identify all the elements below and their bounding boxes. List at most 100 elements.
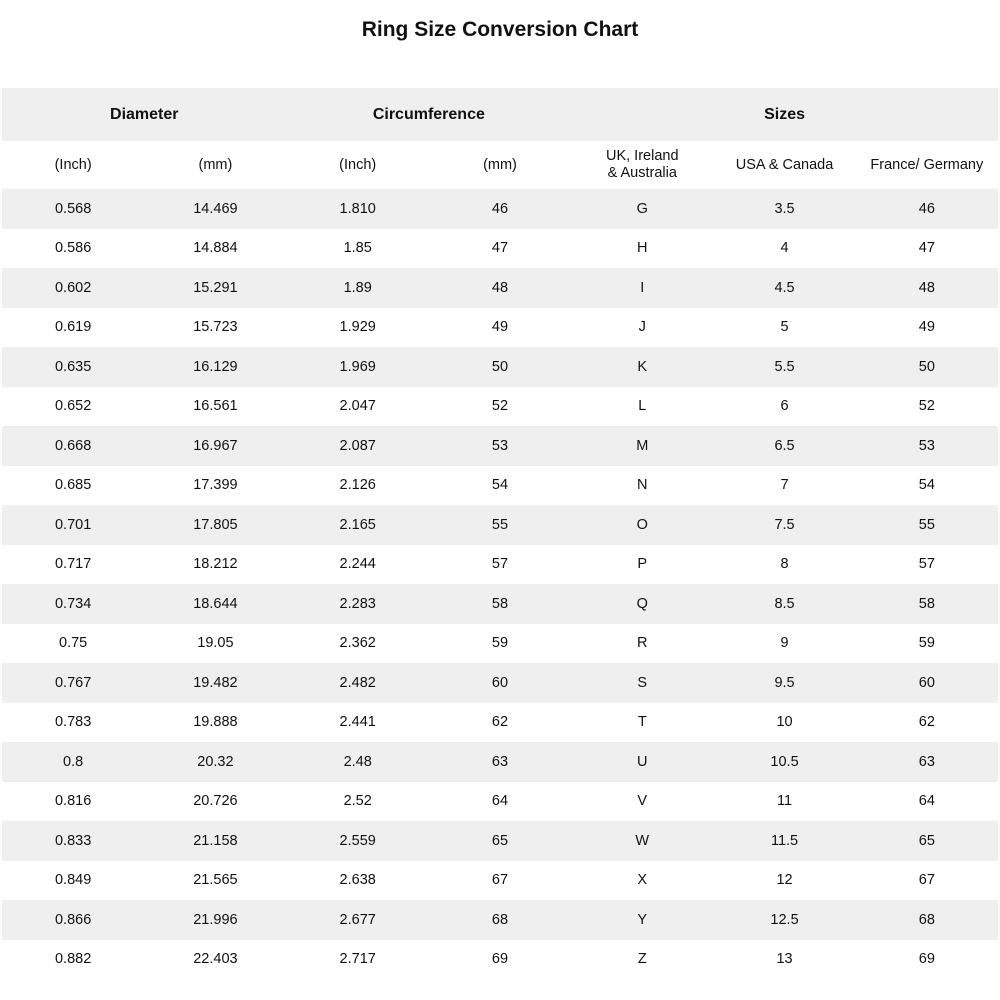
table-cell: 52: [918, 398, 935, 415]
table-cell: 19.05: [197, 635, 234, 652]
table-cell: 22.403: [193, 951, 238, 968]
table-cell: 2.638: [339, 872, 376, 889]
table-cell: 0.586: [54, 240, 92, 257]
table-cell: 1.929: [339, 319, 376, 336]
table-cell: 47: [918, 240, 935, 257]
table-cell: 48: [491, 279, 509, 296]
table-cell: 0.816: [54, 793, 92, 810]
table-cell: 2.087: [339, 437, 376, 454]
table-cell: 53: [491, 437, 509, 454]
table-cell: Z: [637, 951, 647, 968]
table-row: 0.685 17.399 2.126 54 N 7 54: [2, 466, 998, 506]
table-cell: 19.888: [193, 714, 238, 731]
table-cell: O: [636, 516, 648, 533]
table-cell: 0.75: [59, 635, 88, 652]
column-header-row: (Inch) (mm) (Inch) (mm) UK, Ireland & Austra…: [2, 141, 998, 189]
table-cell: 0.619: [54, 319, 92, 336]
table-cell: S: [637, 674, 648, 691]
table-cell: 0.882: [54, 951, 92, 968]
table-cell: P: [637, 556, 648, 573]
table-cell: 0.767: [54, 674, 92, 691]
table-cell: 0.783: [54, 714, 92, 731]
table-cell: 2.482: [339, 674, 376, 691]
table-cell: 15.291: [193, 279, 238, 296]
table-cell: 18.212: [193, 556, 238, 573]
table-cell: 0.668: [54, 437, 92, 454]
table-cell: 14.884: [193, 240, 238, 257]
column-header: France/ Germany: [870, 156, 984, 173]
table-cell: 65: [491, 832, 509, 849]
table-cell: 67: [491, 872, 509, 889]
column-header: UK, Ireland & Australia: [605, 148, 679, 181]
table-row: 0.849 21.565 2.638 67 X 12 67: [2, 861, 998, 901]
table-cell: 17.399: [193, 477, 238, 494]
table-cell: 15.723: [193, 319, 238, 336]
table-cell: T: [637, 714, 647, 731]
table-cell: 3.5: [774, 200, 795, 217]
table-cell: W: [635, 832, 650, 849]
table-cell: 2.48: [343, 753, 372, 770]
table-row: 0.734 18.644 2.283 58 Q 8.5 58: [2, 584, 998, 624]
table-cell: 20.726: [193, 793, 238, 810]
page-title: Ring Size Conversion Chart: [361, 18, 639, 41]
table-cell: 0.652: [54, 398, 92, 415]
table-cell: 9.5: [774, 674, 795, 691]
table-cell: 0.8: [63, 753, 84, 770]
table-cell: 58: [918, 595, 935, 612]
table-cell: 1.89: [343, 279, 372, 296]
table-cell: 1.810: [339, 200, 376, 217]
table-cell: 2.717: [339, 951, 376, 968]
table-row: 0.668 16.967 2.087 53 M 6.5 53: [2, 426, 998, 466]
table-row: 0.75 19.05 2.362 59 R 9 59: [2, 624, 998, 664]
table-cell: J: [638, 319, 646, 336]
table-cell: 21.996: [193, 911, 238, 928]
table-cell: 0.685: [54, 477, 92, 494]
table-row: 0.619 15.723 1.929 49 J 5 49: [2, 308, 998, 348]
group-header-sizes: Sizes: [764, 105, 806, 123]
table-cell: R: [637, 635, 648, 652]
table-cell: 0.635: [54, 358, 92, 375]
ring-size-table: Diameter Circumference Sizes (Inch) (mm)(…: [2, 88, 998, 979]
table-cell: 2.559: [339, 832, 376, 849]
table-cell: 21.158: [193, 832, 238, 849]
table-cell: 69: [918, 951, 935, 968]
table-cell: 65: [918, 832, 935, 849]
table-row: 0.833 21.158 2.559 65 W 11.5 65: [2, 821, 998, 861]
table-cell: 0.717: [54, 556, 92, 573]
table-cell: 53: [918, 437, 935, 454]
table-cell: 46: [918, 200, 935, 217]
table-cell: N: [637, 477, 648, 494]
table-row: 0.701 17.805 2.165 55 O 7.5 55: [2, 505, 998, 545]
table-cell: 2.283: [339, 595, 376, 612]
table-cell: 12: [776, 872, 793, 889]
table-cell: 58: [491, 595, 509, 612]
table-cell: 5.5: [774, 358, 795, 375]
table-cell: 9: [780, 635, 789, 652]
table-cell: 16.561: [193, 398, 238, 415]
group-header-diameter: Diameter: [110, 105, 179, 123]
table-row: 0.568 14.469 1.810 46 G 3.5 46: [2, 189, 998, 229]
table-cell: 59: [491, 635, 509, 652]
table-cell: 62: [491, 714, 509, 731]
table-cell: 6.5: [774, 437, 795, 454]
table-cell: Q: [636, 595, 648, 612]
group-header-circumference: Circumference: [372, 105, 485, 123]
table-cell: I: [640, 279, 645, 296]
table-cell: 0.568: [54, 200, 92, 217]
table-cell: 46: [491, 200, 509, 217]
table-cell: 52: [491, 398, 509, 415]
table-row: 0.816 20.726 2.52 64 V 11 64: [2, 782, 998, 822]
table-cell: 47: [491, 240, 509, 257]
table-cell: 49: [918, 319, 935, 336]
column-header: (Inch): [339, 156, 377, 173]
table-cell: 60: [491, 674, 509, 691]
table-cell: U: [637, 753, 648, 770]
table-cell: 0.734: [54, 595, 92, 612]
table-cell: 2.047: [339, 398, 376, 415]
table-cell: 11.5: [770, 832, 799, 849]
table-cell: 55: [918, 516, 935, 533]
table-cell: 21.565: [193, 872, 238, 889]
table-row: 0.602 15.291 1.89 48 I 4.5 48: [2, 268, 998, 308]
table-cell: 64: [491, 793, 509, 810]
table-cell: 55: [491, 516, 509, 533]
